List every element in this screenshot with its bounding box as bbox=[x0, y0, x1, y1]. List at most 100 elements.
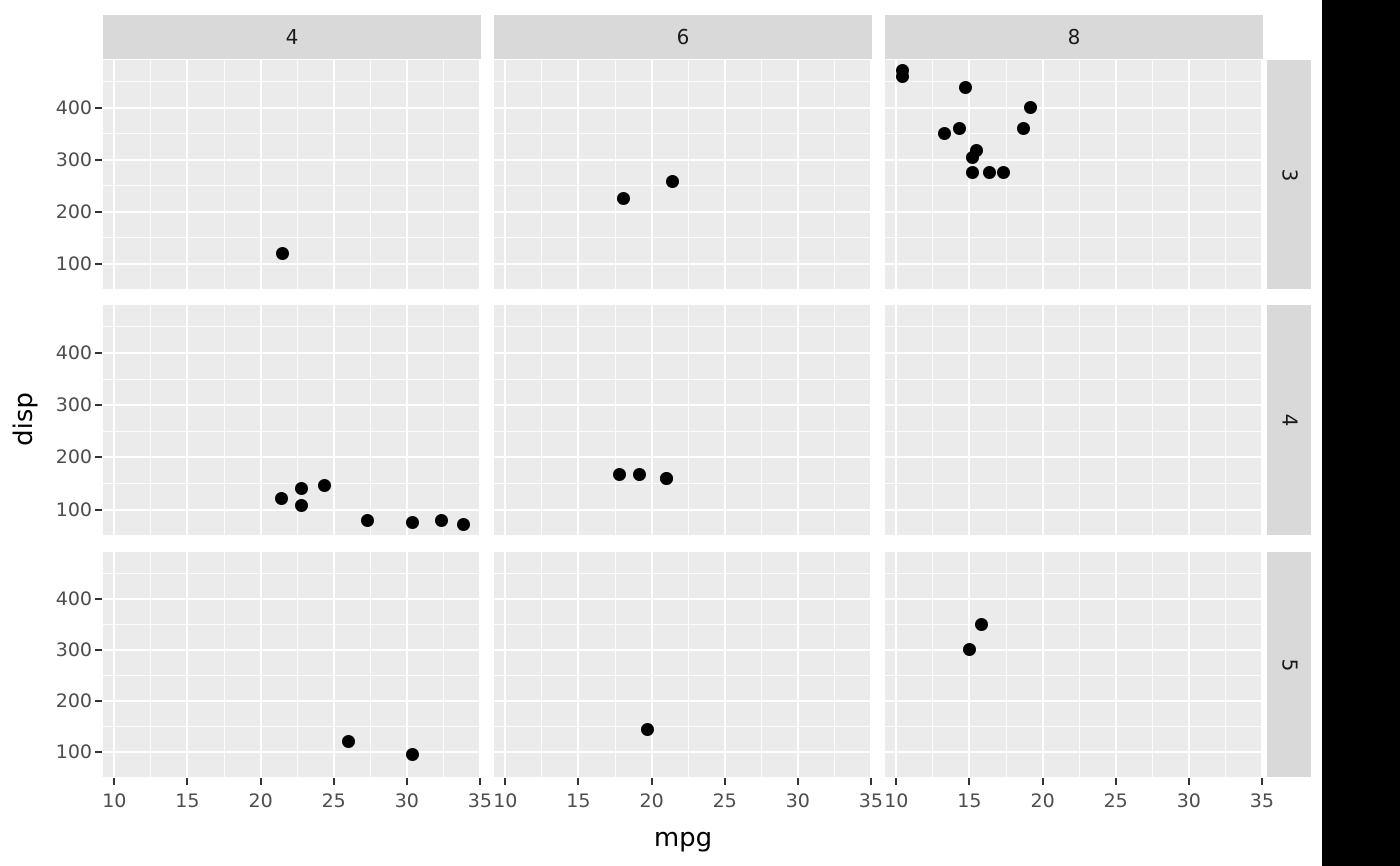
gridline-minor-h bbox=[494, 326, 872, 328]
gridline-major-h bbox=[494, 456, 872, 459]
gridline-major-v bbox=[577, 552, 580, 777]
gridline-major-v bbox=[405, 60, 408, 289]
data-point bbox=[665, 175, 679, 188]
gridline-major-v bbox=[796, 60, 799, 289]
x-axis-tick-label: 15 bbox=[566, 790, 591, 812]
gridline-major-v bbox=[259, 305, 262, 535]
gridline-minor-v bbox=[760, 552, 762, 777]
data-point bbox=[983, 165, 997, 179]
gridline-major-h bbox=[494, 262, 872, 265]
gridline-minor-v bbox=[1224, 552, 1226, 777]
data-point bbox=[958, 80, 972, 94]
gridline-major-h bbox=[494, 404, 872, 407]
facet-row-strip-3: 3 bbox=[1267, 60, 1311, 289]
gridline-major-h bbox=[494, 598, 872, 600]
data-point bbox=[406, 748, 420, 761]
gridline-major-v bbox=[405, 305, 408, 535]
data-point bbox=[962, 643, 976, 656]
y-axis-tick bbox=[95, 598, 102, 600]
gridline-minor-v bbox=[614, 552, 616, 777]
gridline-major-v bbox=[186, 552, 189, 777]
gridline-major-v bbox=[650, 305, 653, 535]
gridline-major-v bbox=[1260, 305, 1263, 535]
data-point bbox=[965, 165, 979, 179]
facet-col-strip-6: 6 bbox=[494, 15, 872, 59]
x-axis-tick bbox=[869, 778, 872, 785]
gridline-major-h bbox=[103, 404, 481, 407]
gridline-minor-h bbox=[494, 430, 872, 432]
gridline-minor-v bbox=[150, 552, 152, 777]
panel-cyl6-gear5 bbox=[494, 552, 872, 777]
panel-cyl8-gear4 bbox=[885, 305, 1263, 535]
gridline-major-v bbox=[723, 305, 726, 535]
gridline-major-v bbox=[113, 552, 116, 777]
x-axis-tick-label: 35 bbox=[1249, 790, 1274, 812]
gridline-major-v bbox=[504, 552, 507, 777]
x-axis-tick bbox=[895, 778, 898, 785]
gridline-major-h bbox=[885, 210, 1263, 213]
gridline-minor-h bbox=[885, 326, 1263, 328]
data-point bbox=[406, 515, 420, 529]
x-axis-tick-label: 25 bbox=[712, 790, 737, 812]
x-axis-tick-label: 10 bbox=[884, 790, 909, 812]
gridline-major-v bbox=[259, 552, 262, 777]
y-axis-title: disp bbox=[9, 392, 39, 446]
gridline-minor-v bbox=[1151, 305, 1153, 535]
gridline-minor-v bbox=[369, 60, 371, 289]
data-point bbox=[659, 471, 673, 485]
gridline-minor-v bbox=[1151, 552, 1153, 777]
x-axis-tick bbox=[796, 778, 799, 785]
gridline-minor-h bbox=[494, 675, 872, 676]
gridline-major-v bbox=[796, 552, 799, 777]
facet-row-label: 5 bbox=[1276, 658, 1301, 671]
panel-cyl6-gear3 bbox=[494, 60, 872, 289]
panel-cyl4-gear3 bbox=[103, 60, 481, 289]
gridline-major-h bbox=[885, 649, 1263, 651]
data-point bbox=[952, 122, 966, 136]
x-axis-tick bbox=[1114, 778, 1117, 785]
gridline-major-v bbox=[1041, 60, 1044, 289]
gridline-major-h bbox=[103, 210, 481, 213]
y-axis-tick bbox=[95, 158, 102, 161]
data-point bbox=[895, 70, 909, 84]
y-axis-tick bbox=[95, 352, 102, 354]
gridline-major-v bbox=[895, 552, 898, 777]
gridline-major-h bbox=[103, 262, 481, 265]
gridline-minor-h bbox=[494, 482, 872, 484]
gridline-minor-v bbox=[1005, 305, 1007, 535]
gridline-major-v bbox=[895, 305, 898, 535]
gridline-minor-v bbox=[833, 60, 835, 289]
gridline-major-v bbox=[723, 60, 726, 289]
gridline-major-v bbox=[1260, 552, 1263, 777]
x-axis-tick bbox=[1260, 778, 1263, 785]
gridline-minor-v bbox=[687, 305, 689, 535]
x-axis-tick-label: 15 bbox=[957, 790, 982, 812]
x-axis-tick-label: 10 bbox=[102, 790, 127, 812]
data-point bbox=[295, 498, 308, 512]
gridline-major-v bbox=[186, 305, 189, 535]
x-axis-tick-label: 20 bbox=[639, 790, 664, 812]
gridline-major-v bbox=[1114, 60, 1117, 289]
gridline-minor-h bbox=[103, 624, 481, 625]
gridline-minor-v bbox=[150, 60, 152, 289]
gridline-major-h bbox=[103, 751, 481, 753]
gridline-minor-v bbox=[614, 305, 616, 535]
y-axis-tick bbox=[95, 508, 102, 511]
gridline-minor-v bbox=[1078, 305, 1080, 535]
x-axis-title: mpg bbox=[653, 823, 713, 853]
y-axis-tick-label: 400 bbox=[55, 342, 92, 364]
data-point bbox=[617, 192, 631, 206]
gridline-major-h bbox=[103, 456, 481, 459]
gridline-major-v bbox=[259, 60, 262, 289]
gridline-minor-v bbox=[614, 60, 616, 289]
gridline-minor-h bbox=[103, 378, 481, 380]
data-point bbox=[295, 481, 308, 495]
gridline-minor-h bbox=[885, 573, 1263, 574]
gridline-minor-v bbox=[1224, 60, 1226, 289]
y-axis-tick-label: 200 bbox=[55, 690, 92, 712]
gridline-major-v bbox=[723, 552, 726, 777]
gridline-minor-v bbox=[223, 552, 225, 777]
x-axis-tick-label: 10 bbox=[493, 790, 518, 812]
gridline-major-h bbox=[885, 598, 1263, 600]
